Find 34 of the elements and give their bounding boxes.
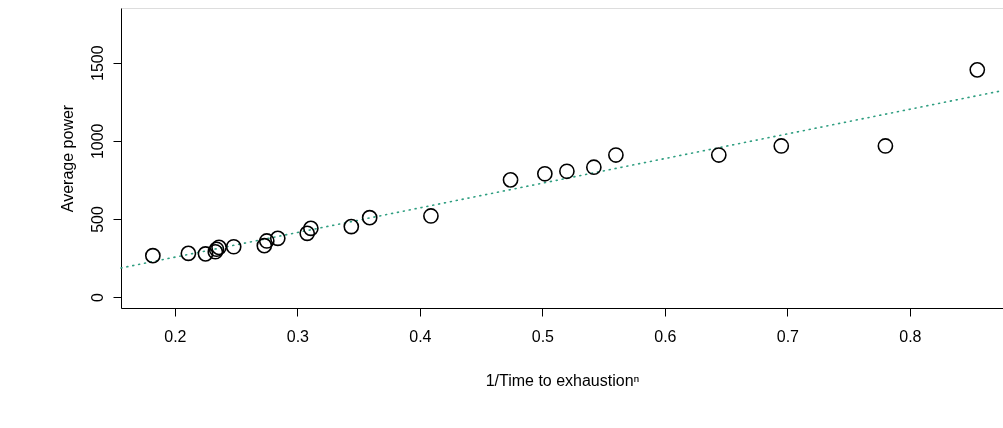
point: [502, 172, 519, 188]
x-tick-label: 0.7: [776, 327, 800, 345]
point: [256, 237, 273, 254]
point: [343, 218, 360, 235]
point: [536, 165, 553, 182]
point: [258, 233, 275, 249]
point: [608, 147, 624, 163]
y-tick-label: 500: [88, 205, 106, 233]
y-tick-label: 0: [88, 293, 106, 303]
point: [180, 245, 197, 262]
y-tick-label: 1000: [88, 123, 106, 160]
x-tick-label: 0.5: [531, 327, 555, 345]
point: [773, 138, 790, 154]
x-axis-title: 1/Time to exhaustionⁿ: [485, 371, 640, 389]
x-tick-label: 0.3: [286, 327, 310, 345]
point: [585, 159, 602, 176]
point: [225, 238, 242, 255]
x-tick-label: 0.6: [654, 327, 677, 345]
x-tick-label: 0.4: [409, 327, 432, 345]
x-tick-label: 0.2: [164, 327, 187, 345]
point: [877, 138, 894, 154]
point: [197, 246, 214, 262]
point: [969, 62, 986, 78]
point: [559, 163, 575, 180]
point: [299, 225, 316, 242]
x-tick-label: 0.8: [899, 327, 922, 345]
point: [303, 220, 319, 237]
point: [361, 209, 378, 226]
point: [423, 208, 439, 224]
y-tick-label: 1500: [88, 45, 106, 81]
point: [269, 230, 286, 247]
y-axis-title: Average power: [58, 104, 76, 213]
point: [144, 247, 161, 264]
point: [710, 147, 727, 163]
